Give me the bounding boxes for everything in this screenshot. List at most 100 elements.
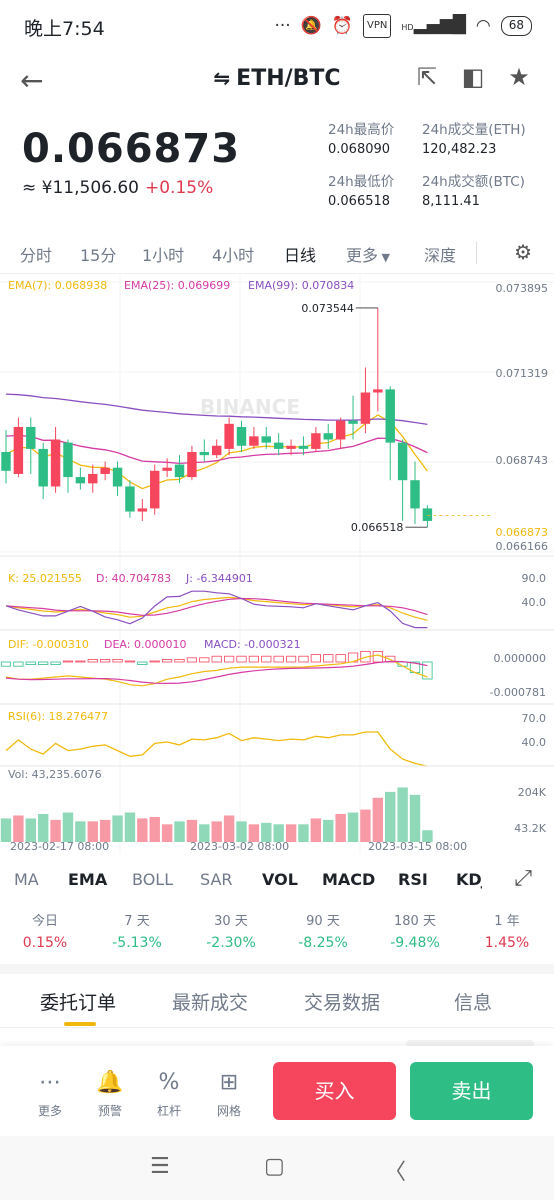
- stat-vol-btc: 24h成交额(BTC) 8,111.41: [422, 170, 525, 209]
- expand-icon[interactable]: ⤢: [514, 866, 532, 891]
- macd-histogram-bar: [100, 658, 111, 663]
- ind-tab-kdj[interactable]: KDJ: [456, 870, 482, 889]
- ind-tab-rsi[interactable]: RSI: [398, 870, 428, 889]
- menu-icon[interactable]: ☰: [150, 1154, 170, 1179]
- macd-histogram-bar: [149, 660, 160, 663]
- ind-tab-ema[interactable]: EMA: [68, 870, 108, 889]
- tab-trade-data[interactable]: 交易数据: [304, 992, 381, 1014]
- rsi-legend: RSI(6): 18.276477: [8, 710, 108, 723]
- interval-tab-depth[interactable]: 深度: [424, 246, 457, 265]
- candle-body: [75, 477, 86, 484]
- volume-bar: [248, 824, 260, 842]
- candle-body: [273, 442, 284, 449]
- tab-info[interactable]: 信息: [454, 992, 493, 1014]
- macd-histogram-bar: [211, 655, 222, 663]
- pair-label: ETH/BTC: [236, 66, 341, 91]
- candle-body: [236, 426, 247, 446]
- stat-vol-eth: 24h成交量(ETH) 120,482.23: [422, 118, 526, 157]
- action-margin[interactable]: % 杠杆: [146, 1070, 192, 1119]
- candle-body: [311, 433, 321, 449]
- volume-bar: [112, 815, 123, 842]
- candle-body: [397, 442, 408, 481]
- ema99-line: [5, 393, 428, 426]
- perf-value: -9.48%: [390, 935, 440, 951]
- macd-histogram-bar: [0, 661, 12, 667]
- pair-title[interactable]: ⇋ ETH/BTC: [0, 66, 554, 91]
- macd-histogram-bar: [285, 655, 297, 663]
- action-label: 网格: [216, 1104, 241, 1118]
- status-icons: ··· 🔕 ⏰ VPN HD▂▄▆█ ◠ 68: [274, 14, 532, 38]
- perf-1y: 1 年 1.45%: [462, 910, 552, 951]
- sub-price: ≈ ¥11,506.60 +0.15%: [22, 178, 240, 198]
- action-grid[interactable]: ⊞ 网格: [206, 1070, 252, 1119]
- tab-latest-trades[interactable]: 最新成交: [172, 992, 249, 1014]
- ind-tab-ma[interactable]: MA: [14, 870, 39, 889]
- volume-bar: [37, 814, 49, 842]
- candle-body: [26, 426, 36, 449]
- volume-tick: 204K: [518, 786, 547, 799]
- candle-body: [63, 442, 73, 478]
- macd-tick: 0.000000: [494, 652, 547, 665]
- cny-price: ≈ ¥11,506.60: [22, 178, 139, 198]
- interval-tab-more[interactable]: 更多 ▼: [346, 242, 390, 266]
- ind-tab-macd[interactable]: MACD: [322, 870, 376, 889]
- interval-tab-1d[interactable]: 日线: [284, 246, 317, 265]
- sliders-icon[interactable]: ⚙: [514, 240, 532, 264]
- buy-button[interactable]: 买入: [273, 1062, 396, 1120]
- chart-area[interactable]: BINANCE 0.073544 0.066518 EMA(7): 0.068938 E…: [0, 274, 554, 854]
- perf-label: 今日: [31, 914, 58, 929]
- macd-dif-legend: DIF: -0.000310: [8, 638, 89, 651]
- battery-icon: 68: [500, 16, 532, 36]
- tab-open-orders[interactable]: 委托订单: [40, 992, 117, 1014]
- last-price: 0.066873: [22, 126, 241, 172]
- candle-body: [100, 467, 110, 474]
- star-icon[interactable]: ★: [508, 63, 530, 91]
- macd-histogram-bar: [87, 658, 98, 663]
- macd-histogram-bar: [112, 658, 123, 663]
- divider: [476, 242, 477, 264]
- perf-value: -8.25%: [298, 935, 348, 951]
- home-icon[interactable]: ▢: [264, 1154, 285, 1179]
- volume-bar: [161, 824, 173, 842]
- candle-body: [187, 452, 197, 478]
- volume-bar: [360, 809, 371, 842]
- ind-tab-boll[interactable]: BOLL: [132, 870, 174, 889]
- candle-body: [211, 445, 222, 456]
- candle-body: [13, 426, 24, 474]
- interval-tab-1h[interactable]: 1小时: [142, 246, 185, 265]
- stat-high-label: 24h最高价: [328, 122, 395, 138]
- action-alert[interactable]: 🔔 预警: [87, 1070, 133, 1119]
- perf-value: -5.13%: [112, 935, 162, 951]
- sell-button[interactable]: 卖出: [410, 1062, 533, 1120]
- interval-tab-15m[interactable]: 15分: [80, 246, 117, 265]
- back-icon[interactable]: 〈: [384, 1160, 407, 1185]
- share-icon[interactable]: ⇱: [416, 63, 438, 91]
- volume-bar: [409, 794, 421, 842]
- candle-body: [348, 420, 358, 424]
- volume-bar: [137, 818, 148, 842]
- ind-tab-vol[interactable]: VOL: [262, 870, 298, 889]
- macd-histogram-bar: [223, 655, 235, 663]
- macd-histogram-bar: [13, 661, 24, 667]
- interval-tab-4h[interactable]: 4小时: [212, 246, 255, 265]
- volume-bar: [149, 816, 160, 842]
- ind-tab-sar[interactable]: SAR: [200, 870, 233, 889]
- kline-chart[interactable]: BINANCE 0.073544 0.066518 EMA(7): 0.068938 E…: [0, 274, 554, 854]
- interval-tab-time[interactable]: 分时: [20, 246, 53, 265]
- status-bar: 晚上7:54 ··· 🔕 ⏰ VPN HD▂▄▆█ ◠ 68: [0, 0, 554, 52]
- macd-dea-legend: DEA: 0.000010: [104, 638, 186, 651]
- macd-histogram-bar: [310, 654, 321, 663]
- layout-icon[interactable]: ◧: [461, 63, 485, 91]
- interval-tabs: 分时 15分 1小时 4小时 日线 更多 ▼ 深度 ⚙: [0, 232, 554, 274]
- kdj-k-line: [5, 596, 428, 621]
- stat-vol-btc-label: 24h成交额(BTC): [422, 174, 525, 190]
- candle-body: [335, 420, 346, 440]
- perf-label: 1 年: [494, 914, 520, 929]
- performance-row: 今日 0.15% 7 天 -5.13% 30 天 -2.30% 90 天 -8.…: [0, 908, 554, 964]
- macd-histogram-bar: [335, 654, 346, 663]
- volume-bar: [310, 818, 322, 842]
- action-more[interactable]: ⋯ 更多: [27, 1070, 73, 1119]
- back-arrow-icon[interactable]: ←: [20, 64, 44, 97]
- macd-histogram-bar: [137, 661, 148, 665]
- perf-30d: 30 天 -2.30%: [186, 910, 276, 951]
